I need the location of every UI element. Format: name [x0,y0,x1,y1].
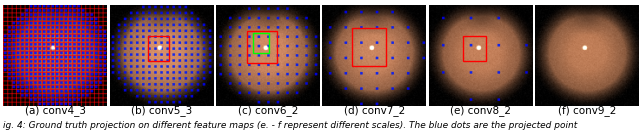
Text: (c) conv6_2: (c) conv6_2 [237,105,298,116]
Bar [248,31,276,63]
Text: (e) conv8_2: (e) conv8_2 [450,105,511,116]
Bar [253,33,269,53]
Text: (f) conv9_2: (f) conv9_2 [557,105,616,116]
Text: (d) conv7_2: (d) conv7_2 [344,105,404,116]
Text: ig. 4: Ground truth projection on different feature maps (e. - f represent diffe: ig. 4: Ground truth projection on differ… [3,121,577,130]
Bar [148,36,169,61]
Bar [463,36,486,61]
Text: (a) conv4_3: (a) conv4_3 [24,105,86,116]
Bar [352,28,386,66]
Text: (b) conv5_3: (b) conv5_3 [131,105,192,116]
